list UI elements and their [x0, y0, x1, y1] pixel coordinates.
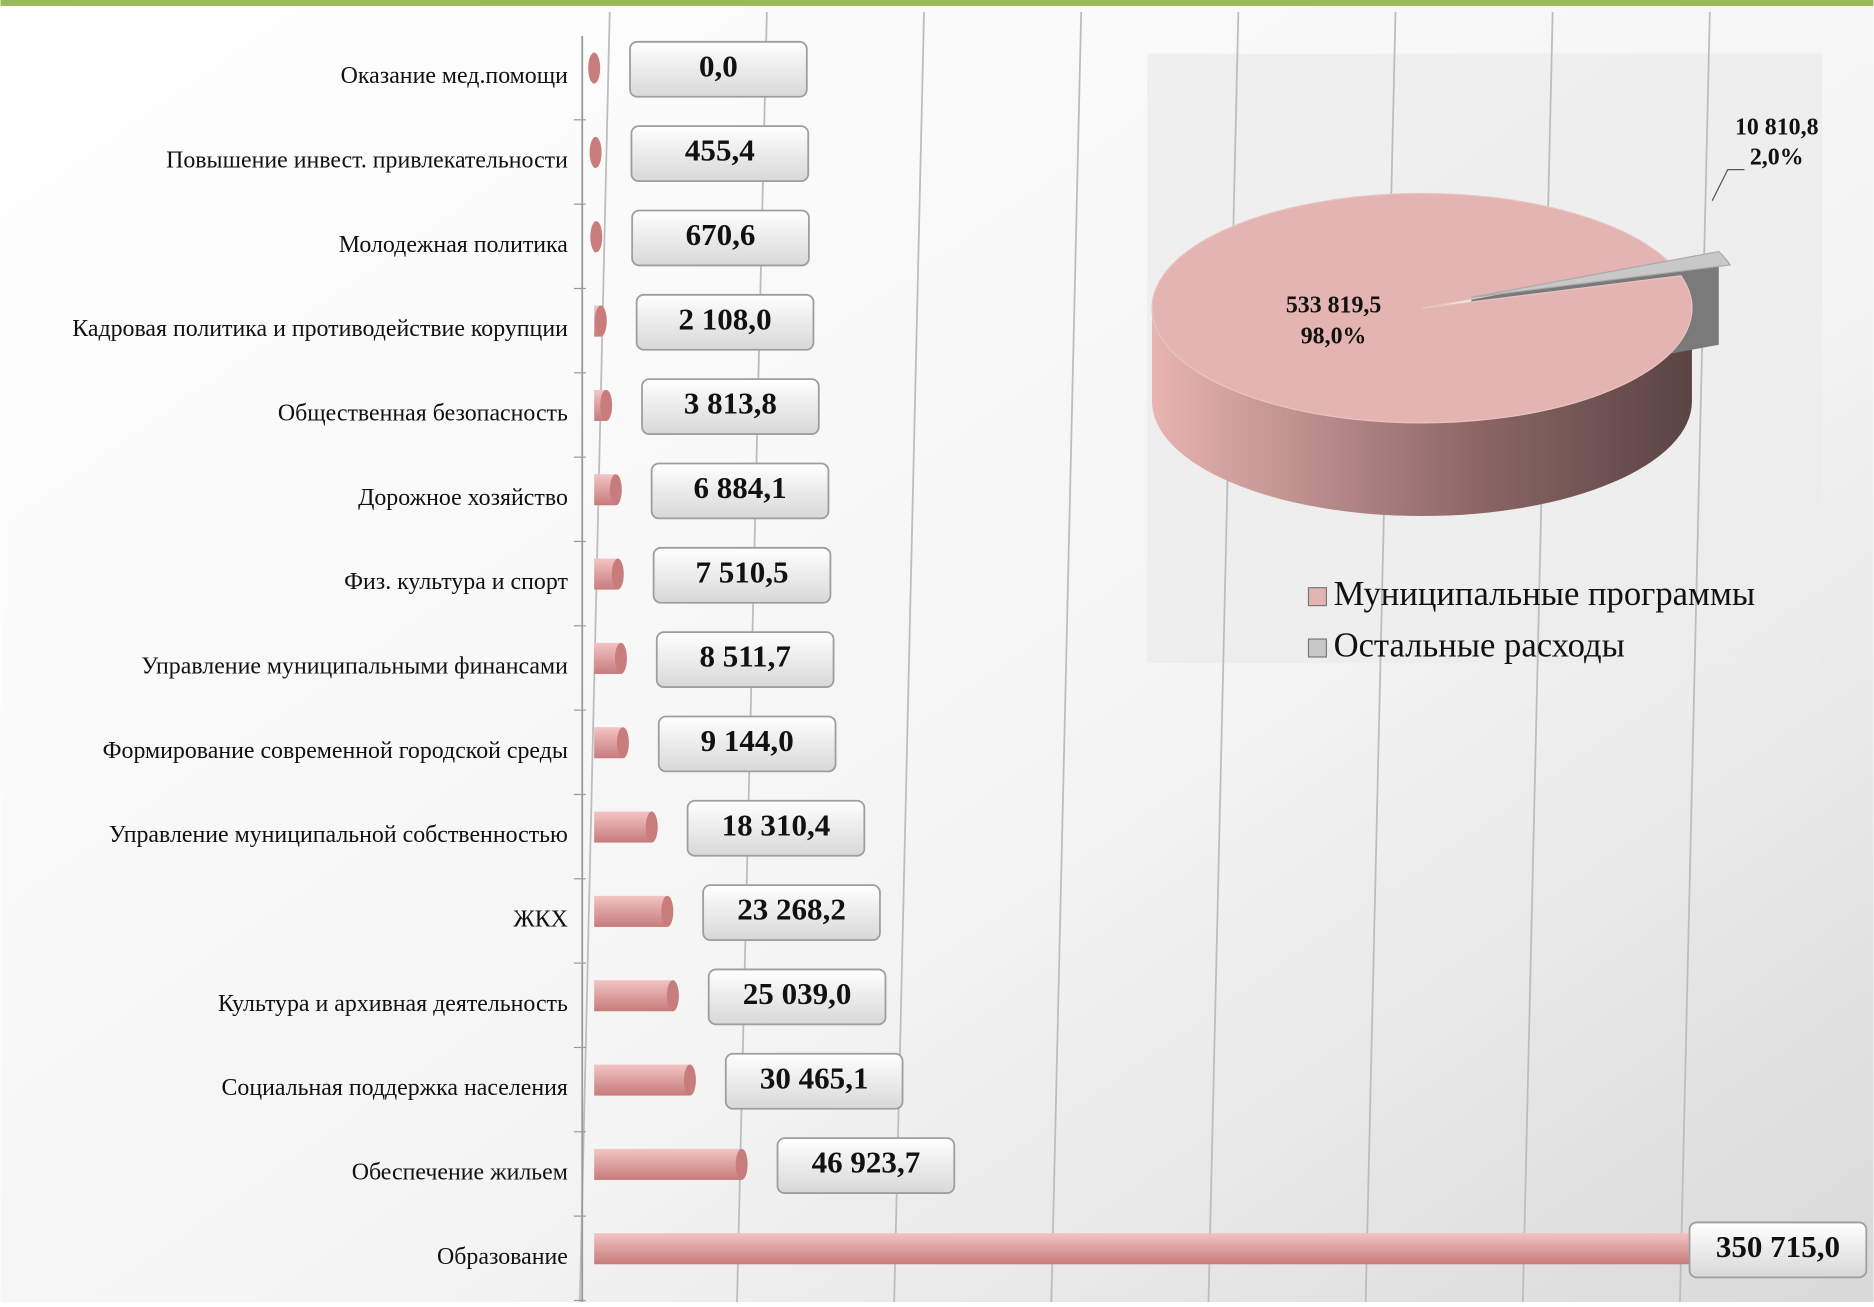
- value-label: 46 923,7: [812, 1145, 921, 1180]
- bar-cap: [615, 643, 627, 674]
- legend-label: Остальные расходы: [1334, 627, 1625, 665]
- bar-cap: [617, 727, 629, 758]
- bar-cap: [595, 306, 607, 337]
- bar-cap: [661, 896, 673, 927]
- bar-cap: [612, 559, 624, 590]
- value-label: 23 268,2: [737, 892, 846, 927]
- bar: [594, 1149, 741, 1180]
- category-label: Формирование современной городской среды: [103, 738, 568, 764]
- category-label: Управление муниципальной собственностью: [109, 822, 568, 848]
- value-label: 455,4: [685, 133, 755, 168]
- category-label: Повышение инвест. привлекательности: [166, 147, 568, 173]
- bar: [594, 980, 673, 1011]
- pie-percent-label: 2,0%: [1750, 144, 1804, 170]
- bar-cap: [610, 474, 622, 505]
- category-label: Образование: [437, 1244, 568, 1270]
- value-label: 9 144,0: [701, 723, 794, 758]
- value-label: 30 465,1: [760, 1060, 869, 1095]
- value-label: 18 310,4: [722, 807, 831, 842]
- category-label: ЖКХ: [513, 906, 568, 932]
- legend-swatch: [1308, 639, 1326, 657]
- bar-cap: [667, 980, 679, 1011]
- pie-value-label: 533 819,5: [1286, 292, 1382, 318]
- bar: [594, 812, 652, 843]
- bar-cap: [600, 390, 612, 421]
- category-label: Молодежная политика: [339, 232, 569, 258]
- bar-cap: [588, 53, 600, 84]
- category-label: Физ. культура и спорт: [344, 569, 568, 595]
- legend-swatch: [1308, 588, 1326, 606]
- pie-value-label: 10 810,8: [1735, 114, 1819, 140]
- value-label: 7 510,5: [695, 554, 788, 589]
- value-label: 0,0: [699, 48, 738, 83]
- bar-cap: [646, 812, 658, 843]
- pie-slice: [1152, 194, 1692, 423]
- bar-cap: [590, 137, 602, 168]
- bar: [594, 1065, 690, 1096]
- category-label: Управление муниципальными финансами: [141, 653, 568, 679]
- bar-cap: [736, 1149, 748, 1180]
- category-label: Оказание мед.помощи: [341, 63, 568, 89]
- value-label: 6 884,1: [693, 470, 786, 505]
- category-label: Культура и архивная деятельность: [218, 991, 568, 1017]
- bar: [594, 1233, 1696, 1264]
- legend-label: Муниципальные программы: [1334, 575, 1756, 613]
- value-label: 8 511,7: [699, 639, 790, 674]
- value-label: 25 039,0: [743, 976, 852, 1011]
- category-label: Дорожное хозяйство: [358, 485, 568, 511]
- top-border: [1, 0, 1874, 6]
- bar-cap: [590, 221, 602, 252]
- pie-percent-label: 98,0%: [1301, 324, 1367, 350]
- bar: [594, 896, 667, 927]
- value-label: 2 108,0: [678, 301, 771, 336]
- value-label: 670,6: [686, 217, 756, 252]
- bar-cap: [684, 1065, 696, 1096]
- value-label: 350 715,0: [1716, 1229, 1840, 1264]
- category-label: Общественная безопасность: [278, 400, 568, 426]
- category-label: Социальная поддержка населения: [221, 1075, 567, 1101]
- category-label: Кадровая политика и противодействие кору…: [72, 316, 568, 342]
- category-label: Обеспечение жильем: [352, 1159, 568, 1185]
- value-label: 3 813,8: [684, 386, 777, 421]
